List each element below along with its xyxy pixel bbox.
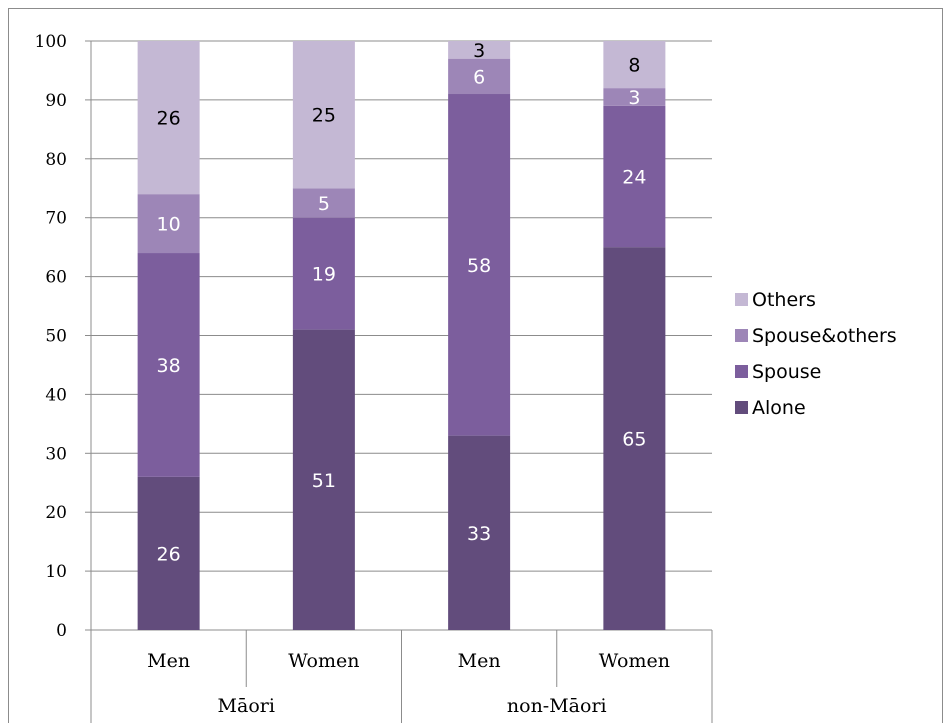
y-tick-label: 50 [45, 327, 67, 347]
data-label: 6 [473, 66, 485, 88]
x-group-label: Māori [218, 695, 275, 717]
legend-swatch [735, 293, 748, 306]
data-label: 10 [157, 214, 181, 236]
y-tick-label: 90 [45, 91, 67, 111]
bar-segment [292, 329, 355, 630]
bar-segment [448, 58, 511, 95]
bar-segment [603, 88, 666, 106]
chart-frame [8, 8, 943, 723]
data-label: 65 [622, 429, 646, 451]
bar-segment [292, 217, 355, 330]
data-label: 3 [473, 40, 485, 62]
data-label: 19 [312, 264, 336, 286]
data-label: 3 [628, 87, 640, 109]
x-tick-label: Women [288, 650, 359, 672]
y-tick-label: 20 [45, 503, 67, 523]
bar-segment [603, 247, 666, 630]
data-label: 26 [157, 108, 181, 130]
x-tick-label: Men [147, 650, 190, 672]
legend-swatch [735, 401, 748, 414]
y-tick-label: 10 [45, 562, 67, 582]
data-label: 51 [312, 470, 336, 492]
bar-segment [448, 94, 511, 436]
y-tick-label: 40 [45, 385, 67, 405]
legend-swatch [735, 365, 748, 378]
legend-swatch [735, 329, 748, 342]
data-label: 8 [628, 55, 640, 77]
y-tick-label: 70 [45, 209, 67, 229]
y-tick-label: 30 [45, 444, 67, 464]
bar-segment [603, 105, 666, 248]
data-label: 33 [467, 523, 491, 545]
data-label: 25 [312, 105, 336, 127]
bar-segment [292, 188, 355, 218]
bar-segment [137, 476, 200, 630]
y-tick-label: 80 [45, 150, 67, 170]
x-tick-label: Men [458, 650, 501, 672]
bar-segment [137, 253, 200, 477]
legend-label: Spouse [752, 361, 821, 383]
x-tick-label: Women [599, 650, 670, 672]
data-label: 38 [157, 355, 181, 377]
bar-segment [603, 41, 666, 89]
bar-segment [292, 41, 355, 189]
data-label: 58 [467, 255, 491, 277]
data-label: 24 [622, 166, 646, 188]
bar-segment [448, 41, 511, 59]
bar-segment [137, 41, 200, 195]
bar-segment [448, 435, 511, 630]
y-tick-label: 60 [45, 268, 67, 288]
bar-segment [137, 194, 200, 254]
legend-label: Alone [752, 397, 806, 419]
legend-label: Others [752, 289, 816, 311]
y-tick-label: 100 [35, 32, 67, 52]
x-group-label: non-Māori [507, 695, 607, 717]
data-label: 26 [157, 543, 181, 565]
data-label: 5 [318, 193, 330, 215]
y-tick-label: 0 [56, 621, 67, 641]
legend-label: Spouse&others [752, 325, 897, 347]
